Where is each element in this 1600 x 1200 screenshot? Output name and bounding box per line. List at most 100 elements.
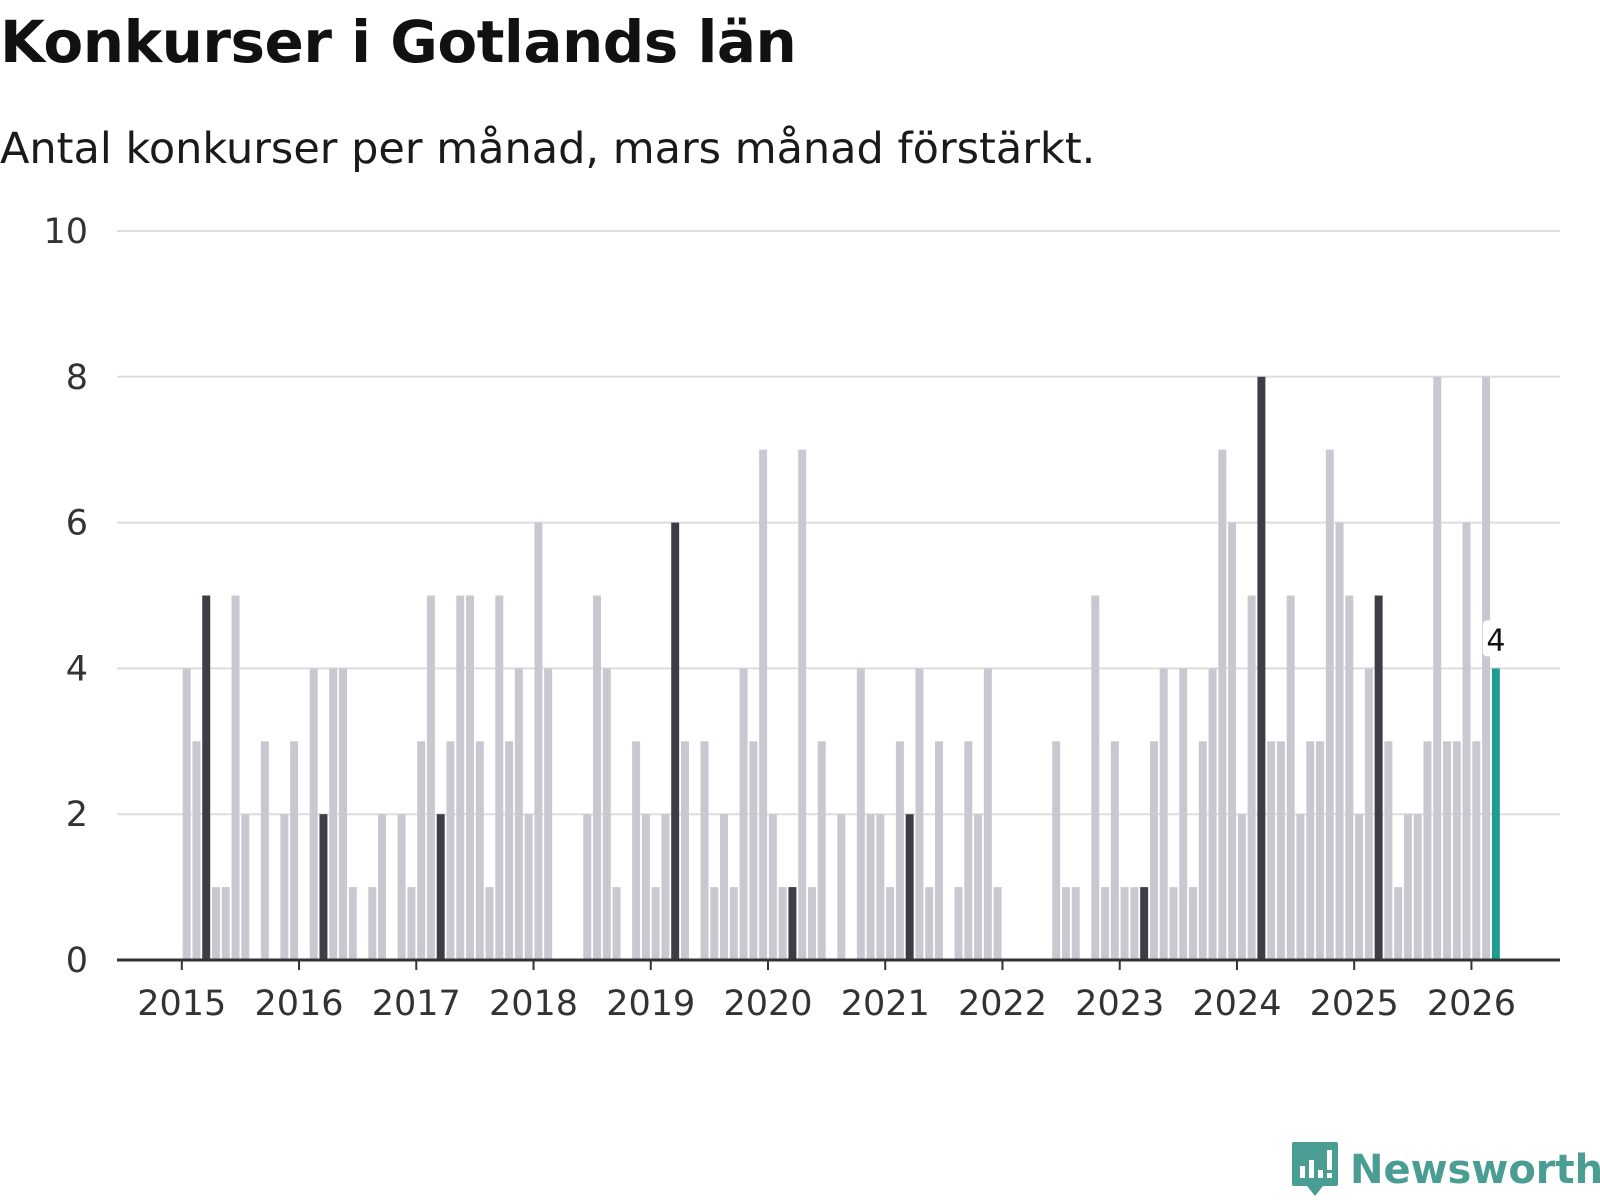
bar (671, 522, 680, 960)
bar (436, 814, 445, 960)
bar (212, 887, 220, 960)
bar (241, 814, 250, 960)
bar (1267, 741, 1276, 960)
bar (905, 814, 914, 960)
bar (368, 887, 377, 960)
bar (1276, 741, 1285, 960)
newsworthy-logo: Newsworthy (1290, 1140, 1600, 1200)
bar (1130, 887, 1139, 960)
bar (729, 887, 738, 960)
bar (720, 814, 729, 960)
bar (954, 887, 963, 960)
bar (1257, 376, 1266, 960)
bar (1403, 814, 1412, 960)
bar (456, 595, 465, 960)
y-tick-label: 4 (66, 649, 88, 689)
x-tick-label: 2015 (137, 984, 226, 1024)
bar (749, 741, 758, 960)
bar (202, 595, 211, 960)
bar (934, 741, 943, 960)
x-tick-label: 2021 (841, 984, 930, 1024)
bar (798, 449, 807, 960)
bar (231, 595, 240, 960)
bar (1306, 741, 1315, 960)
bar (348, 887, 357, 960)
bar (1296, 814, 1305, 960)
y-tick-label: 0 (66, 941, 88, 981)
x-tick-label: 2026 (1427, 984, 1516, 1024)
bar (1247, 595, 1256, 960)
bar (319, 814, 328, 960)
bar (1413, 814, 1422, 960)
brand-name: Newsworthy (1350, 1147, 1600, 1193)
bar (1237, 814, 1246, 960)
bar (886, 887, 895, 960)
bar (1374, 595, 1383, 960)
bar (632, 741, 641, 960)
bar (280, 814, 289, 960)
bar (1189, 887, 1197, 960)
bar (993, 887, 1002, 960)
bar (1394, 887, 1403, 960)
bar (221, 887, 230, 960)
bar (329, 668, 338, 960)
bar (759, 449, 768, 960)
x-tick-label: 2025 (1310, 984, 1399, 1024)
bar (1462, 522, 1471, 960)
bar (915, 668, 924, 960)
bars (182, 376, 1500, 960)
bar (1443, 741, 1451, 960)
bar (1364, 668, 1373, 960)
bar (866, 814, 875, 960)
bar (974, 814, 983, 960)
bar (768, 814, 777, 960)
bar (309, 668, 318, 960)
bar (895, 741, 904, 960)
bar (651, 887, 660, 960)
bar (1218, 449, 1227, 960)
bar (514, 668, 523, 960)
bar (661, 814, 670, 960)
x-tick-label: 2023 (1075, 984, 1164, 1024)
x-tick-label: 2016 (255, 984, 344, 1024)
bar (1472, 741, 1481, 960)
bar (1316, 741, 1324, 960)
bar (925, 887, 934, 960)
bar (495, 595, 504, 960)
x-tick-label: 2017 (372, 984, 461, 1024)
bar (612, 887, 621, 960)
bar (1071, 887, 1080, 960)
bar (1198, 741, 1207, 960)
bar (1452, 741, 1461, 960)
x-tick-label: 2019 (606, 984, 695, 1024)
bar (964, 741, 973, 960)
bar (1140, 887, 1149, 960)
bar (485, 887, 494, 960)
bar (446, 741, 455, 960)
bar (290, 741, 299, 960)
y-tick-label: 2 (66, 795, 88, 835)
bar (1355, 814, 1364, 960)
bar (378, 814, 387, 960)
value-label-background (1482, 620, 1509, 657)
bar (602, 668, 611, 960)
bar (339, 668, 347, 960)
bar (876, 814, 885, 960)
bar (807, 887, 816, 960)
bar (1091, 595, 1100, 960)
bar (466, 595, 474, 960)
data-labels: 4 (1482, 620, 1509, 658)
bar (837, 814, 846, 960)
bar (710, 887, 719, 960)
bar (475, 741, 484, 960)
bar (641, 814, 650, 960)
bar (1433, 376, 1442, 960)
bar (700, 741, 709, 960)
x-tick-label: 2024 (1192, 984, 1281, 1024)
bar (1169, 887, 1178, 960)
bar (544, 668, 553, 960)
bar (1228, 522, 1237, 960)
bar (1179, 668, 1188, 960)
bar (1384, 741, 1393, 960)
bar (1208, 668, 1217, 960)
